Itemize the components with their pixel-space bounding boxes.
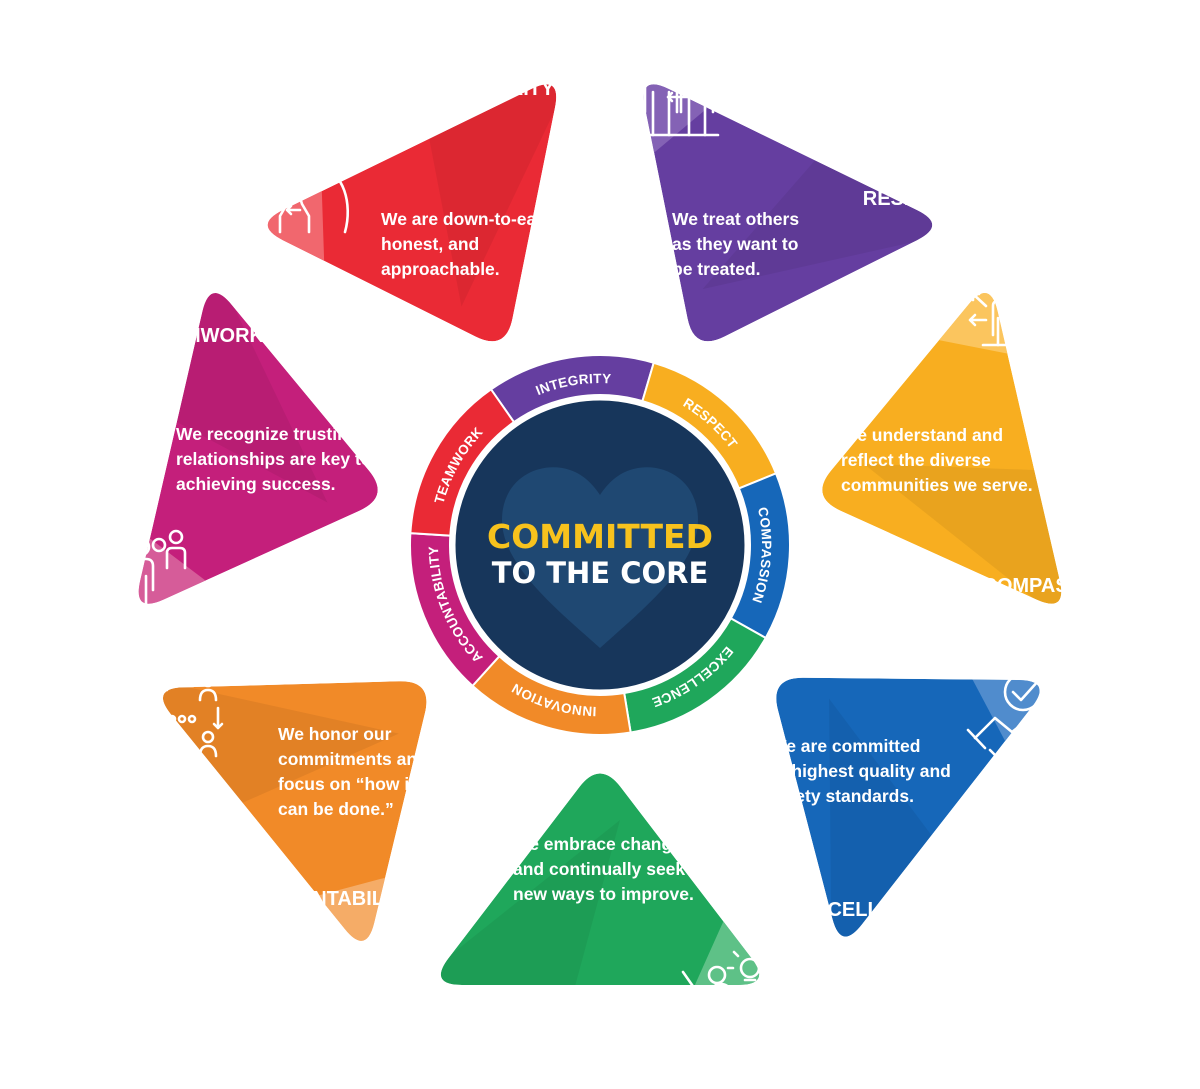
petal-excellence-desc-line-1: We are committed	[770, 736, 920, 756]
team-cycle-icon	[132, 674, 224, 758]
petal-fill-integrity	[643, 84, 933, 342]
petal-teamwork-desc-line-2: relationships are key to	[176, 449, 372, 469]
petal-shade-compassion	[829, 698, 945, 937]
petal-compassion-desc-line-3: communities we serve.	[841, 475, 1033, 495]
petal-respect: RESPECT We treat others as they want to …	[638, 44, 957, 279]
petal-excellence-desc-line-2: to highest quality and	[770, 761, 951, 781]
petal-compassion: COMPASSION We understand and reflect the…	[841, 282, 1118, 597]
core-center: COMMITTED TO THE CORE	[450, 395, 750, 695]
petal-accountability-title: ACCOUNTABILITY	[239, 888, 416, 910]
petal-fill-accountability	[138, 293, 378, 604]
people-exchange-icon	[638, 44, 720, 137]
petal-accountability-desc-line-1: We honor our	[278, 724, 392, 744]
faces-exchange-icon	[240, 168, 349, 234]
petal-innovation-desc-line-3: new ways to improve.	[513, 884, 694, 904]
petal-innovation: INNOVATION We embrace change and continu…	[421, 834, 774, 1032]
petal-integrity-desc-line-2: honest, and	[381, 234, 479, 254]
petal-facet-integrity	[643, 84, 742, 214]
heart-icon	[502, 467, 698, 648]
petal-accountability-desc-line-4: can be done.”	[278, 799, 394, 819]
petal-facet-compassion	[928, 677, 1040, 780]
petal-compassion-desc-line-2: reflect the diverse	[841, 450, 991, 470]
petal-shape-compassion	[776, 677, 1040, 937]
petal-fill-innovation	[162, 681, 427, 941]
petal-integrity-desc-line-3: approachable.	[381, 259, 500, 279]
petal-fill-respect	[822, 293, 1062, 604]
core-title-line-2: TO THE CORE	[492, 556, 709, 590]
petal-fill-excellence	[440, 773, 760, 985]
petal-integrity-title: INTEGRITY	[448, 78, 555, 100]
petal-innovation-desc-line-2: and continually seek	[513, 859, 685, 879]
petal-respect-desc-line-3: be treated.	[672, 259, 761, 279]
petal-teamwork-title: TEAMWORK	[144, 325, 265, 347]
person-arrows-icon	[968, 282, 1038, 347]
core-title-line-1: COMMITTED	[487, 517, 713, 556]
petal-fill-compassion	[776, 677, 1040, 937]
handshake-check-icon	[966, 672, 1070, 775]
petal-compassion-desc-line-1: We understand and	[841, 425, 1003, 445]
petal-teamwork-desc-line-3: achieving success.	[176, 474, 336, 494]
petal-accountability-desc-line-2: commitments and	[278, 749, 428, 769]
petal-accountability: ACCOUNTABILITY We honor our commitments …	[132, 674, 428, 910]
petal-excellence: EXCELLENCE We are committed to highest q…	[770, 672, 1070, 921]
petal-teamwork-desc-line-1: We recognize trusting	[176, 424, 358, 444]
petal-excellence-desc-line-3: safety standards.	[770, 786, 914, 806]
petal-respect-desc-line-2: as they want to	[672, 234, 798, 254]
petal-accountability-desc-line-3: focus on “how it	[278, 774, 415, 794]
person-lightbulb-icon	[681, 943, 774, 1032]
petal-shade-integrity	[702, 144, 933, 290]
petal-shade-innovation	[162, 681, 399, 812]
ring-segment-teamwork	[409, 387, 516, 537]
petal-excellence-title: EXCELLENCE	[801, 899, 935, 921]
petal-respect-title: RESPECT	[863, 188, 957, 210]
petal-teamwork: TEAMWORK We recognize trusting relations…	[96, 325, 372, 619]
petal-innovation-desc-line-1: We embrace change	[513, 834, 682, 854]
petal-fill-teamwork	[267, 84, 557, 342]
petal-respect-desc-line-1: We treat others	[672, 209, 799, 229]
petal-innovation-title: INNOVATION	[421, 985, 544, 1007]
petal-integrity-desc-line-1: We are down-to-earth,	[381, 209, 564, 229]
petal-compassion-title: COMPASSION	[982, 575, 1117, 597]
petal-integrity: INTEGRITY We are down-to-earth, honest, …	[240, 78, 564, 279]
group-people-icon	[96, 529, 187, 619]
petal-shape-integrity	[643, 84, 933, 342]
